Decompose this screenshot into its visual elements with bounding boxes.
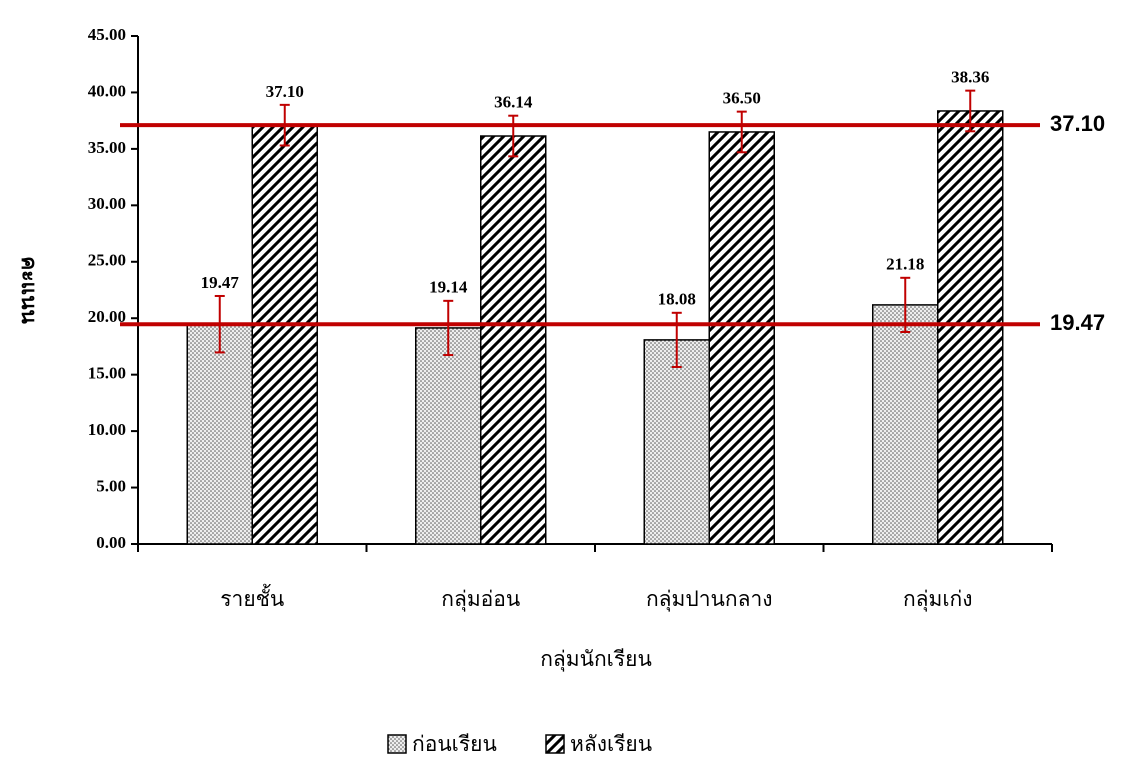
x-tick-label: รายชั้น [220,584,284,611]
x-tick-label: กลุ่มปานกลาง [646,587,773,612]
y-tick-label: 30.00 [88,194,126,213]
legend-label: หลังเรียน [570,732,652,756]
legend-swatch [387,734,407,754]
y-tick-label: 5.00 [96,476,126,495]
error-bar [671,311,682,368]
error-bar [508,114,519,158]
bar [415,327,482,545]
value-label: 36.50 [723,89,761,108]
y-tick-label: 25.00 [88,251,126,270]
y-tick-label: 20.00 [88,307,126,326]
x-tick-label: กลุ่มอ่อน [441,587,520,612]
y-tick-label: 0.00 [96,533,126,552]
y-axis-label: คะแนน [17,256,41,324]
y-tick-label: 15.00 [88,364,126,383]
bar [872,304,939,545]
error-bar [443,299,454,357]
x-tick-label: กลุ่มเก่ง [903,587,973,612]
bar [708,131,775,545]
y-tick-label: 10.00 [88,420,126,439]
value-label: 38.36 [951,68,989,87]
reference-label: 37.10 [1050,111,1105,136]
bar [643,339,710,545]
legend-swatch [545,734,565,754]
value-label: 21.18 [886,255,924,274]
y-tick-label: 40.00 [88,81,126,100]
value-label: 37.10 [266,82,304,101]
value-label: 36.14 [494,93,533,112]
value-label: 19.47 [201,273,240,292]
bar [937,110,1004,545]
bar [480,135,547,545]
reference-label: 19.47 [1050,310,1105,335]
value-label: 19.14 [429,278,468,297]
y-tick-label: 35.00 [88,138,126,157]
bar [251,124,318,545]
x-axis-label: กลุ่มนักเรียน [540,647,652,672]
error-bar [736,110,747,154]
value-label: 18.08 [658,290,696,309]
y-tick-label: 45.00 [88,25,126,44]
legend-label: ก่อนเรียน [412,732,497,756]
bar [186,323,253,545]
